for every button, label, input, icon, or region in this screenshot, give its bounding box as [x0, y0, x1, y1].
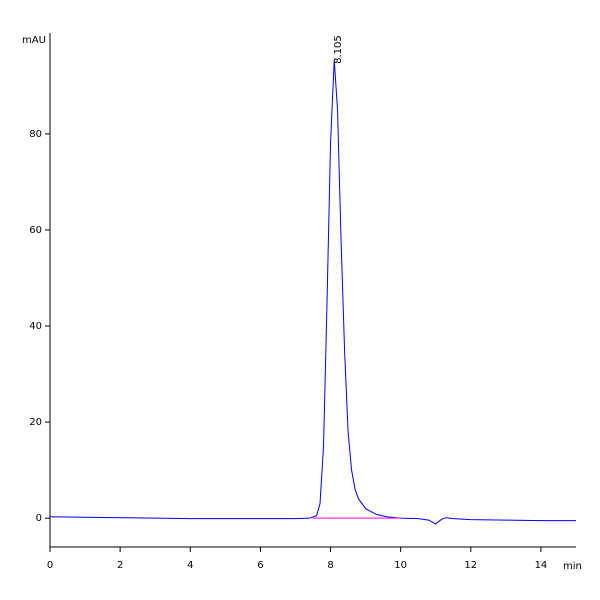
y-tick-label: 40	[29, 321, 42, 332]
y-axis-label: mAU	[22, 35, 46, 46]
x-axis-label: min	[563, 561, 582, 572]
x-tick-label: 12	[464, 560, 477, 571]
y-tick-label: 80	[29, 129, 42, 140]
x-tick-label: 8	[327, 560, 333, 571]
x-tick-label: 0	[47, 560, 53, 571]
y-tick-label: 0	[36, 513, 42, 524]
x-tick-label: 4	[187, 560, 193, 571]
x-tick-label: 10	[394, 560, 407, 571]
trace-line	[49, 59, 576, 525]
y-tick-label: 60	[29, 225, 42, 236]
x-tick-label: 14	[535, 560, 548, 571]
x-tick-label: 6	[257, 560, 263, 571]
y-tick-label: 20	[29, 417, 42, 428]
peak-label: 8.105	[333, 35, 344, 64]
x-tick-label: 2	[117, 560, 123, 571]
